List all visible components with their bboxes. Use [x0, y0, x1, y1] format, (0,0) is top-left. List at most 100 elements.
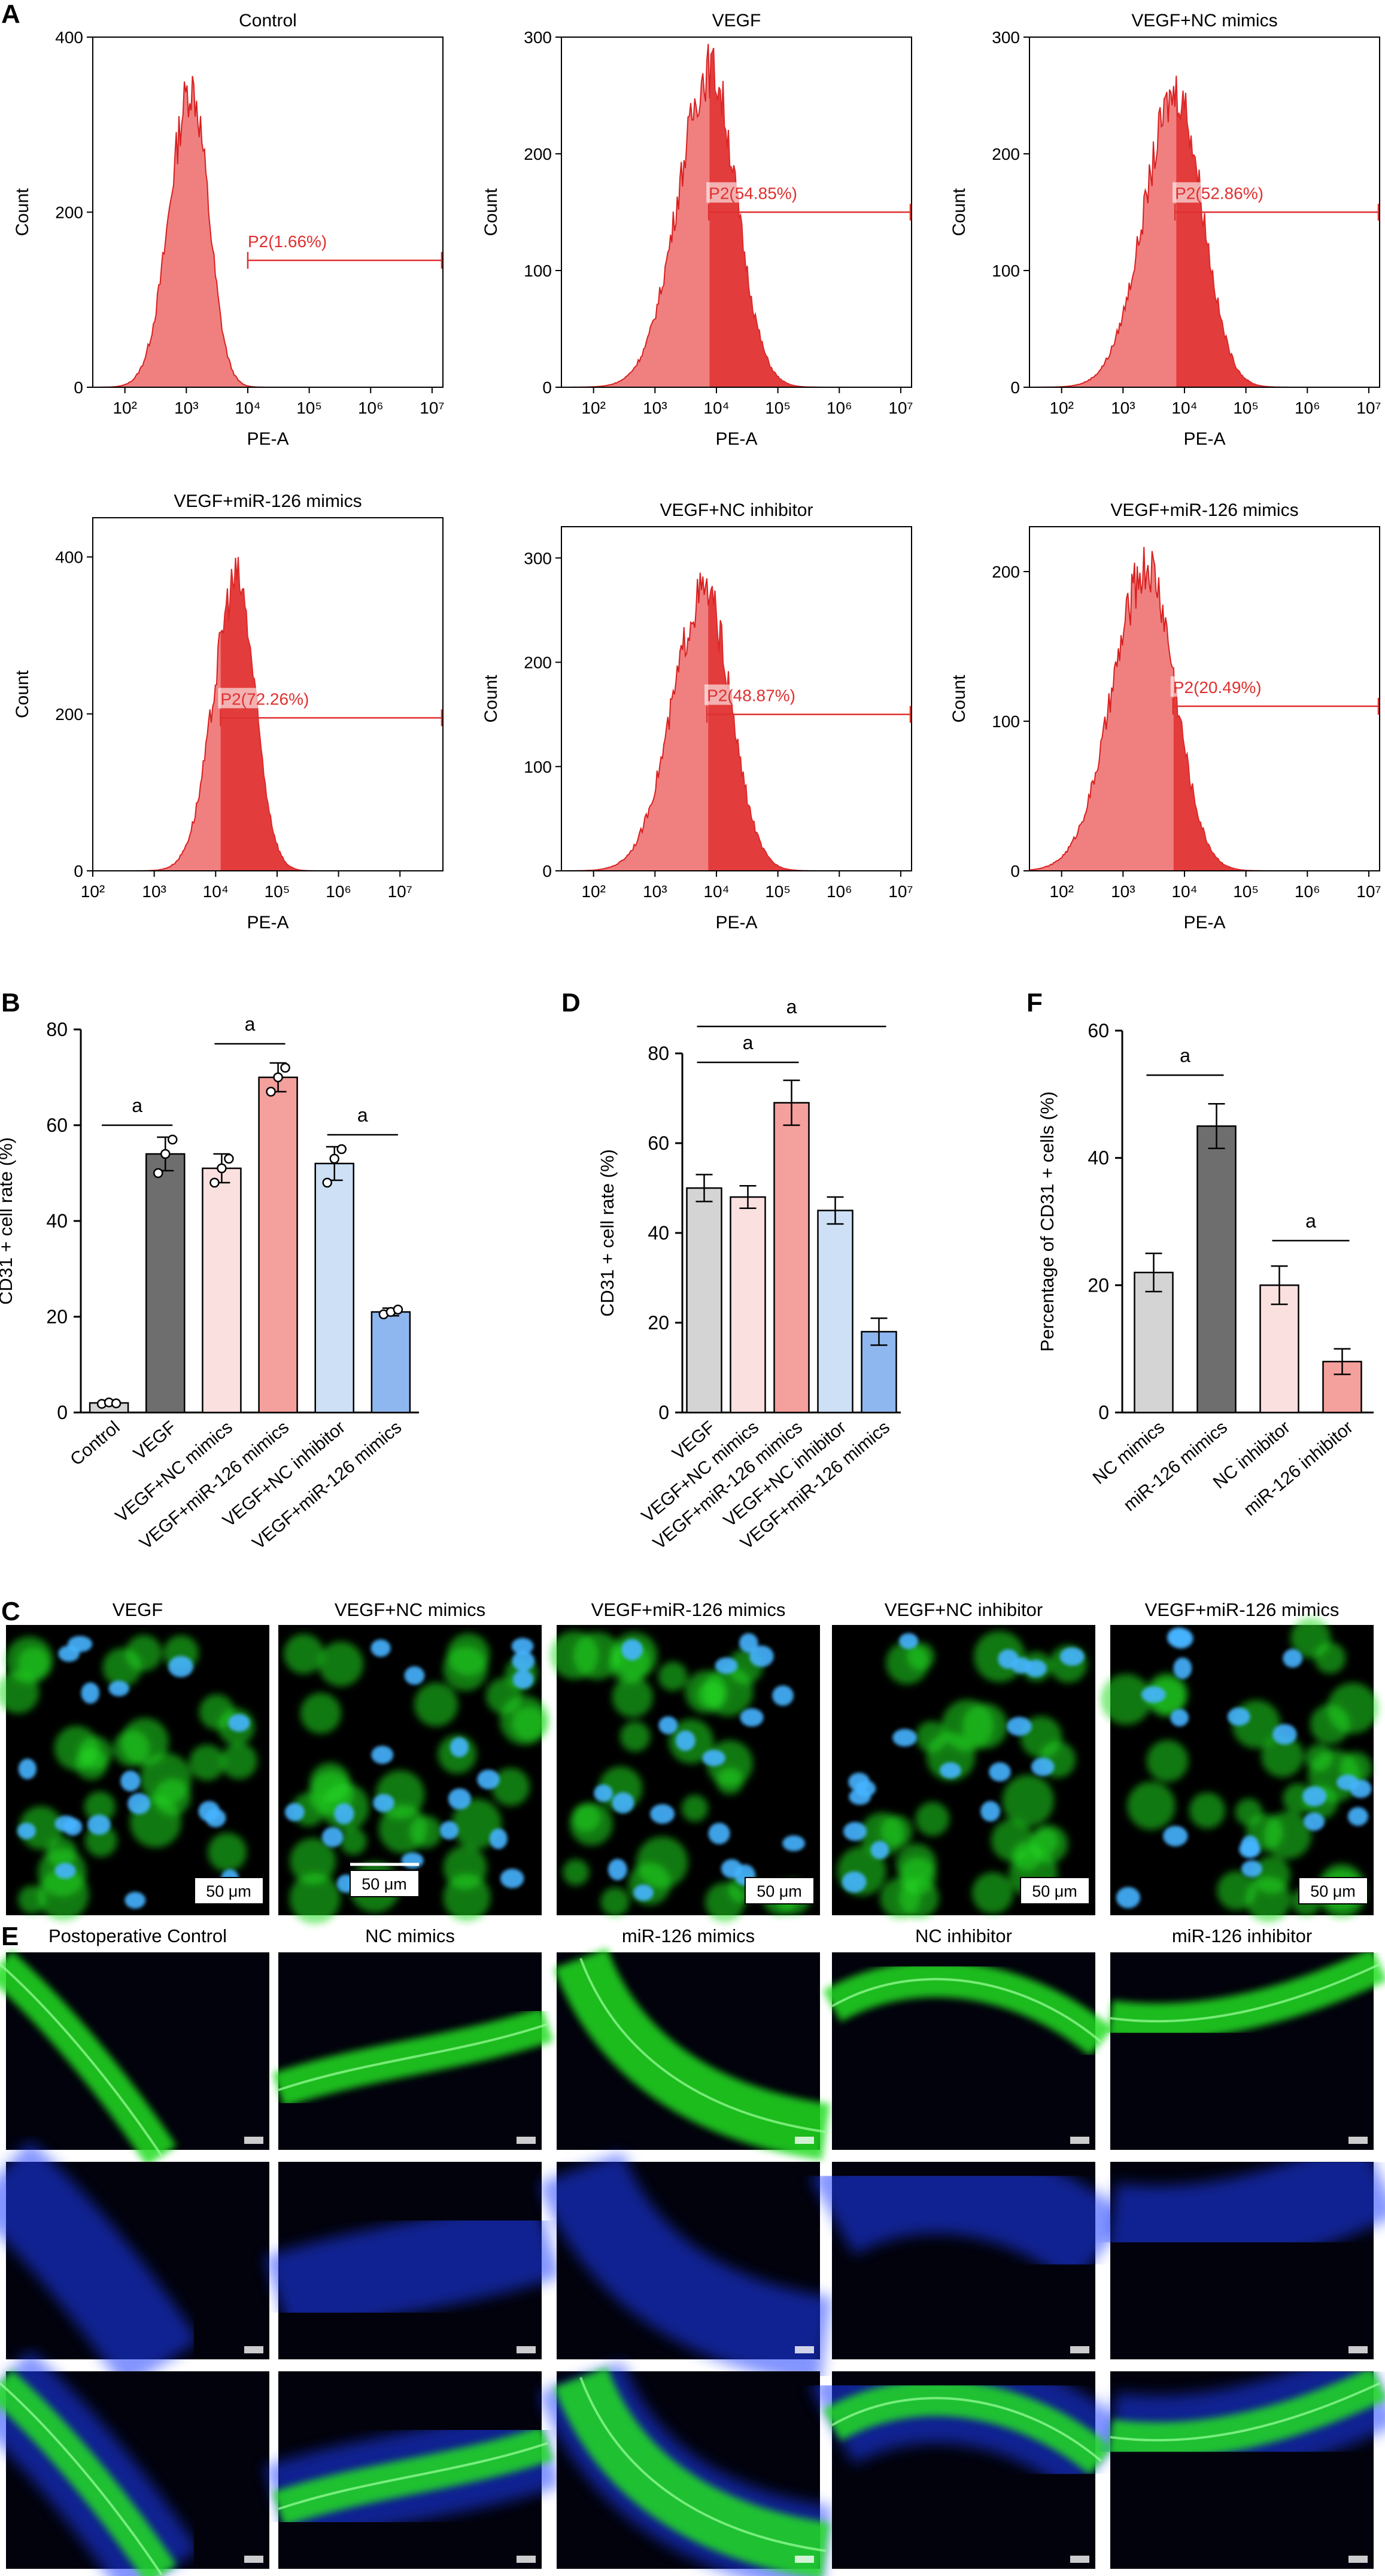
cell-cytoplasm	[37, 1869, 89, 1921]
data-point	[111, 1398, 122, 1409]
cell-nucleus	[511, 1638, 534, 1655]
y-tick-label: 60	[1088, 1020, 1109, 1041]
significance-label: a	[132, 1095, 142, 1116]
cell-cytoplasm	[125, 1635, 162, 1672]
cell-cytoplasm	[451, 1799, 502, 1849]
cell-cytoplasm	[1261, 1735, 1304, 1778]
lamina-fiber	[0, 2382, 163, 2576]
y-tick-label: 300	[524, 28, 552, 47]
cell-cytoplasm	[926, 1732, 976, 1781]
cell-nucleus	[721, 1859, 743, 1878]
nuclei-band	[0, 2140, 199, 2390]
tissue-title: NC mimics	[365, 1925, 455, 1946]
cell-nucleus	[54, 1863, 76, 1879]
y-tick-label: 60	[46, 1114, 68, 1136]
microscopy-panel-e: NC inhibitor	[809, 1925, 1131, 2569]
cell-nucleus	[608, 1858, 627, 1881]
micrograph-title: VEGF+miR-126 mimics	[1145, 1599, 1340, 1620]
nuclei-band	[538, 2151, 833, 2386]
cell-nucleus	[124, 1891, 146, 1909]
histogram-gated-region	[1176, 75, 1380, 387]
plot-frame	[92, 37, 444, 388]
tiny-scale-bar	[795, 2346, 814, 2353]
bar	[686, 1187, 722, 1414]
panel-letter-b: B	[1, 988, 20, 1017]
y-tick-label: 0	[1010, 862, 1020, 880]
x-tick-label: 10⁴	[703, 882, 729, 901]
x-axis-label: PE-A	[247, 429, 288, 449]
cell-cytoplasm	[860, 1812, 904, 1857]
x-tick-label: 10²	[81, 882, 105, 901]
x-tick-label: 10³	[1111, 882, 1135, 901]
cell-nucleus	[17, 1822, 36, 1839]
x-axis-label: PE-A	[1183, 913, 1225, 932]
cell-nucleus	[370, 1639, 391, 1657]
microscopy-panel-c: VEGF+NC mimics 50 μm	[278, 1599, 549, 1924]
significance-label: a	[743, 1032, 754, 1053]
cell-cytoplasm	[716, 1767, 743, 1795]
histogram-panel: VEGF+NC mimics P2(52.86%) 0 100 200 300 10² 10³…	[949, 11, 1381, 449]
lamina-fiber	[831, 1977, 1102, 2043]
bar	[1134, 1271, 1174, 1414]
cell-nucleus	[81, 1682, 100, 1704]
x-tick-label: 10⁷	[1356, 882, 1381, 901]
y-tick-label: 200	[524, 145, 552, 163]
cell-nucleus	[1141, 1686, 1166, 1703]
plot-frame	[92, 517, 444, 871]
y-tick-label: 400	[55, 28, 83, 47]
cell-nucleus	[898, 1633, 919, 1650]
y-tick-label: 80	[46, 1019, 68, 1040]
cell-nucleus	[612, 1792, 634, 1813]
cell-cytoplasm	[340, 1828, 367, 1855]
histogram-title: Control	[239, 11, 297, 31]
y-axis-label: Count	[13, 188, 32, 236]
plot-frame	[561, 526, 912, 871]
histogram-title: VEGF+miR-126 mimics	[174, 491, 362, 511]
gate-label: P2(1.66%)	[248, 232, 327, 251]
y-tick-label: 0	[74, 862, 83, 880]
cell-cytoplasm	[1235, 1798, 1263, 1826]
histogram-gated-region	[1173, 667, 1380, 871]
x-tick-label: 10⁶	[358, 399, 384, 417]
cell-cytoplasm	[485, 1678, 522, 1714]
nuclei-band	[264, 2191, 562, 2343]
x-tick-label: 10⁴	[235, 399, 260, 417]
panel-letter-a: A	[1, 0, 20, 29]
cell-nucleus	[127, 1793, 151, 1815]
y-tick-label: 40	[648, 1222, 669, 1244]
cell-cytoplasm	[1310, 1704, 1350, 1745]
lamina-fiber	[278, 2442, 548, 2510]
y-axis-label: Percentage of CD31 + cells (%)	[1037, 1091, 1058, 1351]
tiny-scale-bar	[1348, 2556, 1368, 2563]
gate-label-bg	[1170, 676, 1275, 697]
x-tick-label: 10⁷	[420, 399, 444, 417]
lamina-fiber	[1110, 2382, 1380, 2442]
x-tick-label: 10⁵	[1233, 399, 1259, 417]
cell-cytoplasm	[221, 1743, 257, 1779]
nuclei-layer	[594, 1633, 806, 1901]
lamina-fiber	[0, 1963, 163, 2157]
scale-bar-box	[745, 1877, 815, 1904]
bar	[258, 1076, 298, 1414]
x-tick-label: 10⁶	[827, 882, 852, 901]
data-point	[266, 1086, 276, 1097]
tiny-scale-bar	[795, 2556, 814, 2563]
cell-nucleus	[980, 1801, 1001, 1822]
cell-nucleus	[1024, 1660, 1047, 1677]
tiny-scale-bar	[795, 2137, 814, 2144]
scale-bar-label: 50 μm	[1032, 1882, 1077, 1900]
x-tick-label: 10⁶	[326, 882, 351, 901]
cell-nucleus	[489, 1828, 508, 1849]
lamina-fiber	[579, 1958, 827, 2133]
scale-bar-box	[350, 1870, 420, 1897]
micrograph-title: VEGF+miR-126 mimics	[591, 1599, 786, 1620]
cell-nucleus	[321, 1827, 344, 1848]
cell-nucleus	[1283, 1649, 1303, 1668]
cell-cytoplasm	[290, 1837, 336, 1885]
cell-cytoplasm	[1101, 1673, 1152, 1725]
cell-cytoplasm	[658, 1661, 688, 1691]
histogram-panel: Control P2(1.66%) 0 200 400 10² 10³ 10⁴ 10⁵ 10⁶ 10…	[13, 11, 445, 449]
bar	[730, 1196, 766, 1414]
plot-frame	[1029, 37, 1380, 388]
x-tick-label: 10⁴	[1171, 882, 1197, 901]
